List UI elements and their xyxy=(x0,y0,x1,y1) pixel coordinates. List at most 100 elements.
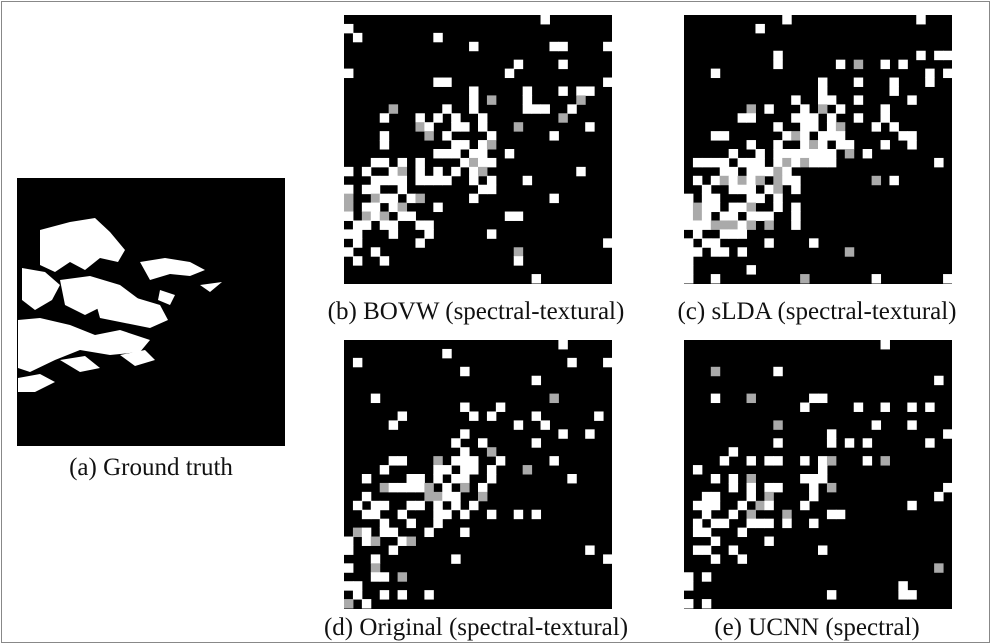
pixel xyxy=(907,501,916,510)
pixel xyxy=(907,403,916,412)
pixel xyxy=(380,572,389,581)
pixel xyxy=(389,483,398,492)
pixel xyxy=(693,220,702,229)
pixel xyxy=(747,483,756,492)
pixel xyxy=(711,519,720,528)
pixel xyxy=(773,185,782,194)
pixel xyxy=(845,438,854,447)
pixel xyxy=(729,149,738,158)
pixel xyxy=(424,122,433,131)
pixel xyxy=(711,394,720,403)
pixel xyxy=(747,167,756,176)
pixel xyxy=(720,229,729,238)
pixel xyxy=(603,554,612,563)
pixel xyxy=(729,510,738,519)
pixel xyxy=(362,185,371,194)
pixel xyxy=(907,95,916,104)
pixel xyxy=(747,113,756,122)
pixel xyxy=(460,140,469,149)
pixel xyxy=(505,149,514,158)
pixel xyxy=(469,194,478,203)
pixel xyxy=(371,394,380,403)
pixel xyxy=(854,60,863,69)
pixel xyxy=(433,33,442,42)
pixel xyxy=(487,140,496,149)
pixel xyxy=(684,265,693,274)
pixel xyxy=(424,483,433,492)
pixel xyxy=(711,492,720,501)
pixel xyxy=(773,60,782,69)
pixel xyxy=(460,158,469,167)
pixel xyxy=(773,158,782,167)
pixel xyxy=(344,537,353,546)
pixel xyxy=(827,113,836,122)
pixel xyxy=(389,420,398,429)
pixel xyxy=(809,238,818,247)
pixel xyxy=(398,176,407,185)
pixel xyxy=(872,176,881,185)
pixel xyxy=(738,501,747,510)
pixel xyxy=(389,104,398,113)
pixel xyxy=(863,456,872,465)
pixel xyxy=(487,411,496,420)
pixel xyxy=(541,420,550,429)
pixel xyxy=(800,456,809,465)
pixel xyxy=(558,60,567,69)
pixel xyxy=(344,247,353,256)
pixel xyxy=(451,501,460,510)
pixel xyxy=(442,176,451,185)
pixel xyxy=(344,599,353,608)
pixel xyxy=(711,220,720,229)
pixel xyxy=(773,51,782,60)
pixel xyxy=(764,167,773,176)
pixel xyxy=(684,220,693,229)
pixel xyxy=(523,104,532,113)
pixel xyxy=(827,456,836,465)
pixel xyxy=(747,510,756,519)
pixel xyxy=(371,563,380,572)
pixel xyxy=(398,537,407,546)
pixel xyxy=(854,78,863,87)
pixel xyxy=(943,429,952,438)
pixel xyxy=(764,212,773,221)
pixel xyxy=(827,122,836,131)
pixel xyxy=(925,78,934,87)
pixel xyxy=(442,465,451,474)
pixel xyxy=(881,60,890,69)
pixel xyxy=(442,492,451,501)
pixel xyxy=(469,42,478,51)
pixel xyxy=(532,274,541,283)
pixel xyxy=(380,131,389,140)
pixel xyxy=(943,51,952,60)
pixel xyxy=(514,420,523,429)
pixel xyxy=(755,501,764,510)
pixel xyxy=(925,69,934,78)
pixel xyxy=(558,113,567,122)
pixel xyxy=(729,220,738,229)
pixel xyxy=(433,113,442,122)
pixel xyxy=(711,203,720,212)
pixel xyxy=(415,501,424,510)
pixel xyxy=(415,167,424,176)
pixel xyxy=(764,483,773,492)
pixel xyxy=(845,247,854,256)
pixel xyxy=(460,367,469,376)
pixel xyxy=(836,131,845,140)
pixel xyxy=(881,104,890,113)
pixel xyxy=(469,465,478,474)
pixel xyxy=(451,438,460,447)
pixel xyxy=(747,104,756,113)
pixel xyxy=(362,167,371,176)
pixel xyxy=(800,403,809,412)
pixel xyxy=(344,194,353,203)
pixel xyxy=(711,501,720,510)
pixel xyxy=(773,456,782,465)
pixel xyxy=(711,69,720,78)
pixel xyxy=(747,265,756,274)
pixel xyxy=(818,394,827,403)
pixel xyxy=(881,456,890,465)
pixel xyxy=(791,176,800,185)
pixel xyxy=(943,483,952,492)
pixel xyxy=(764,492,773,501)
pixel xyxy=(711,367,720,376)
